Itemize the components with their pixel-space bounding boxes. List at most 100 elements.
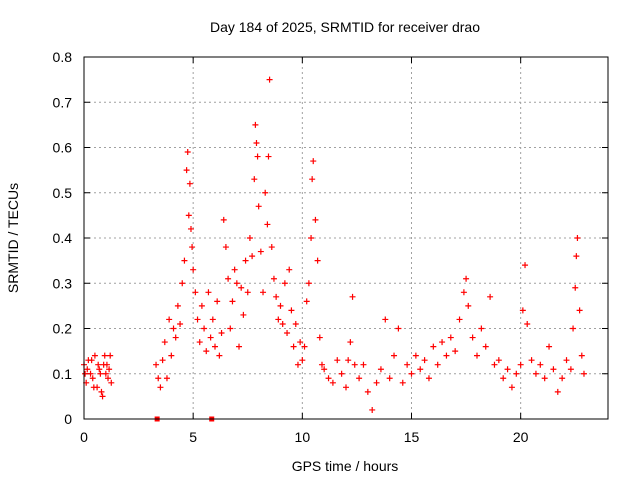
data-point [99, 393, 106, 400]
data-point [286, 266, 293, 273]
data-point [95, 361, 102, 368]
data-point [519, 307, 526, 314]
data-point [373, 379, 380, 386]
data-point [257, 248, 264, 255]
data-point [517, 361, 524, 368]
data-point [347, 339, 354, 346]
x-tick-label: 15 [404, 429, 420, 445]
data-point [443, 352, 450, 359]
y-tick-label: 0.8 [53, 49, 73, 65]
data-point [216, 352, 223, 359]
data-point [356, 375, 363, 382]
data-point [573, 253, 580, 260]
data-point [177, 320, 184, 327]
data-point [82, 370, 89, 377]
data-point [246, 235, 253, 241]
data-point [84, 366, 91, 373]
data-point [297, 339, 304, 346]
data-point [541, 375, 548, 382]
data-point [96, 366, 103, 373]
data-point [106, 366, 113, 373]
data-point [190, 266, 197, 273]
y-tick-label: 0.2 [53, 321, 73, 337]
data-point [434, 361, 441, 368]
data-point [495, 357, 502, 364]
data-point [273, 293, 280, 300]
data-point [161, 339, 168, 346]
data-point [238, 284, 245, 291]
data-point [279, 320, 286, 327]
data-point [334, 357, 341, 364]
data-point [90, 384, 97, 391]
data-point [382, 316, 389, 323]
data-point [218, 330, 225, 337]
data-point [338, 370, 345, 377]
data-point [391, 352, 398, 359]
x-axis-ticks: 0 5 10 15 20 [80, 57, 529, 445]
data-point [537, 361, 544, 368]
data-point [576, 307, 583, 314]
data-point [303, 298, 310, 305]
data-point [491, 361, 498, 368]
data-point [308, 235, 315, 241]
data-point [229, 298, 236, 305]
data-point [559, 375, 566, 382]
data-point [412, 352, 419, 359]
x-axis-label: GPS time / hours [292, 458, 399, 474]
data-point [321, 366, 328, 373]
data-point [469, 334, 476, 341]
data-point [447, 334, 454, 341]
data-point [377, 366, 384, 373]
data-point [369, 406, 376, 413]
data-point [349, 293, 356, 300]
data-point [275, 316, 282, 323]
y-tick-label: 0.3 [53, 275, 73, 291]
data-point [546, 343, 553, 350]
data-point [98, 388, 105, 395]
data-point [225, 275, 232, 282]
data-point [281, 280, 288, 287]
data-point [456, 316, 463, 323]
data-point [474, 352, 480, 359]
data-point [399, 379, 406, 386]
data-point [312, 216, 319, 223]
data-point [465, 302, 472, 309]
data-point [439, 339, 446, 346]
data-point [417, 366, 424, 373]
data-point [452, 348, 459, 355]
data-point [196, 339, 203, 346]
data-point [240, 311, 247, 318]
y-tick-label: 0 [64, 411, 72, 427]
data-point [266, 76, 273, 83]
data-point [425, 375, 432, 382]
plot-frame [83, 56, 609, 420]
data-point [97, 370, 104, 377]
data-point [155, 375, 162, 382]
data-point [186, 180, 193, 187]
data-point [421, 357, 428, 364]
data-point [563, 357, 570, 364]
data-point [170, 325, 177, 332]
data-point [198, 302, 205, 309]
y-tick-label: 0.6 [53, 140, 73, 156]
data-point [528, 357, 535, 364]
data-point [262, 189, 269, 196]
data-point [201, 325, 208, 332]
data-point [351, 361, 358, 368]
data-point [329, 379, 336, 386]
data-point [567, 366, 574, 373]
y-tick-label: 0.5 [53, 185, 73, 201]
data-point [159, 357, 166, 364]
data-point [203, 348, 210, 355]
data-point [172, 334, 179, 341]
data-point [578, 352, 585, 359]
data-point [513, 370, 520, 377]
x-tick-label: 20 [513, 429, 529, 445]
data-point [183, 167, 190, 174]
grid-lines [84, 57, 608, 419]
data-point [244, 289, 251, 296]
data-point [189, 244, 196, 251]
data-point [404, 361, 411, 368]
data-point [88, 357, 95, 364]
data-point [251, 176, 258, 183]
